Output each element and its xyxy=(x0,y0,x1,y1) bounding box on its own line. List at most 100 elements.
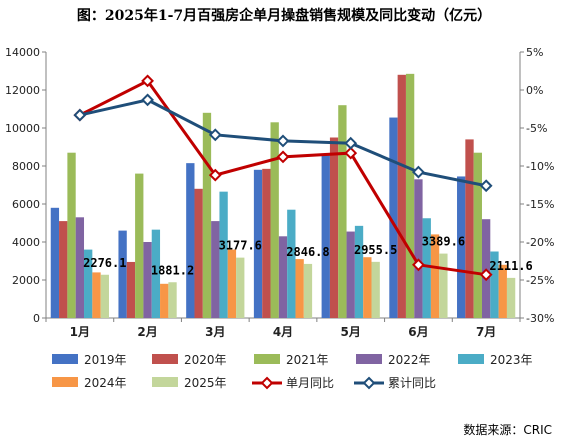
bar-2024年 xyxy=(363,257,372,318)
x-category-label: 5月 xyxy=(341,325,361,339)
data-label: 2111.6 xyxy=(489,259,532,273)
y2-tick-label: -15% xyxy=(526,198,554,211)
y2-tick-label: 5% xyxy=(526,46,543,59)
bar-2024年 xyxy=(92,272,101,318)
bar-2022年 xyxy=(414,179,423,318)
legend-swatch xyxy=(152,354,178,364)
y2-tick-label: 0% xyxy=(526,84,543,97)
legend-marker xyxy=(260,376,274,390)
data-label: 3177.6 xyxy=(219,239,262,253)
y2-tick-label: -5% xyxy=(526,122,547,135)
bar-2025年 xyxy=(371,261,380,318)
marker-累计同比 xyxy=(208,128,222,142)
bar-2020年 xyxy=(194,188,203,318)
bar-2021年 xyxy=(67,152,76,318)
marker-单月同比 xyxy=(479,268,493,282)
bar-2022年 xyxy=(278,236,288,318)
bar-2024年 xyxy=(295,259,304,318)
marker-单月同比 xyxy=(412,258,425,272)
bar-2023年 xyxy=(287,209,296,318)
bar-2019年 xyxy=(186,163,195,318)
bar-2021年 xyxy=(270,122,279,318)
bar-2022年 xyxy=(75,217,85,318)
bar-2021年 xyxy=(405,73,415,318)
y-tick-label: 6000 xyxy=(12,198,40,211)
bar-2024年 xyxy=(498,264,507,318)
bar-2024年 xyxy=(430,234,440,318)
y2-tick-label: -10% xyxy=(526,160,554,173)
bar-2023年 xyxy=(490,251,499,318)
legend-item-2023年: 2023年 xyxy=(458,353,533,367)
y-tick-label: 2000 xyxy=(12,274,40,287)
bar-2023年 xyxy=(422,218,431,318)
marker-累计同比 xyxy=(344,136,358,150)
y2-tick-label: -25% xyxy=(526,274,554,287)
y-tick-label: 8000 xyxy=(12,160,40,173)
bar-2020年 xyxy=(262,168,271,318)
legend-item-累计同比: 累计同比 xyxy=(354,376,436,390)
marker-单月同比 xyxy=(208,168,222,182)
y2-tick-label: -30% xyxy=(526,312,554,325)
legend-label: 2025年 xyxy=(184,376,227,390)
legend-label: 2021年 xyxy=(286,353,329,367)
bar-2022年 xyxy=(143,242,152,318)
source-note: 数据来源：CRIC xyxy=(463,422,552,437)
y-tick-label: 4000 xyxy=(12,236,40,249)
legend-label: 2020年 xyxy=(184,353,227,367)
legend-label: 累计同比 xyxy=(388,376,436,390)
x-category-label: 2月 xyxy=(137,325,157,339)
bar-2019年 xyxy=(253,169,263,318)
bar-2020年 xyxy=(397,74,406,318)
bar-2024年 xyxy=(160,283,169,318)
legend-swatch xyxy=(52,377,78,387)
bar-2025年 xyxy=(506,277,516,318)
x-category-label: 4月 xyxy=(273,325,293,339)
bar-2019年 xyxy=(50,207,60,318)
marker-单月同比 xyxy=(276,150,290,164)
bar-2025年 xyxy=(100,274,109,318)
marker-单月同比 xyxy=(141,74,154,88)
legend-swatch xyxy=(458,354,484,364)
x-category-label: 3月 xyxy=(205,325,225,339)
bar-2023年 xyxy=(151,229,161,318)
legend-swatch xyxy=(52,354,78,364)
y-tick-label: 0 xyxy=(33,312,40,325)
legend-item-2020年: 2020年 xyxy=(152,353,227,367)
data-label: 1881.2 xyxy=(151,263,194,277)
bar-2021年 xyxy=(338,105,347,318)
bar-2021年 xyxy=(135,173,144,318)
marker-累计同比 xyxy=(479,179,493,193)
legend-item-单月同比: 单月同比 xyxy=(252,376,334,390)
legend-item-2022年: 2022年 xyxy=(356,353,431,367)
bar-2019年 xyxy=(457,176,466,318)
data-label: 2846.8 xyxy=(286,245,329,259)
bar-2019年 xyxy=(118,230,127,318)
legend-swatch xyxy=(152,377,178,387)
legend-item-2024年: 2024年 xyxy=(52,376,127,390)
bar-2022年 xyxy=(346,231,355,318)
legend-label: 2024年 xyxy=(84,376,127,390)
legend-marker xyxy=(362,376,376,390)
legend-label: 2022年 xyxy=(388,353,431,367)
x-category-label: 1月 xyxy=(70,325,90,339)
y-tick-label: 14000 xyxy=(5,46,40,59)
bar-2020年 xyxy=(465,139,474,318)
bar-2019年 xyxy=(389,117,398,318)
legend-label: 2023年 xyxy=(490,353,533,367)
marker-累计同比 xyxy=(73,108,87,122)
bar-2020年 xyxy=(329,137,339,318)
bar-2021年 xyxy=(202,112,212,318)
y2-tick-label: -20% xyxy=(526,236,554,249)
legend-swatch xyxy=(254,354,280,364)
bar-2025年 xyxy=(439,253,448,318)
bar-2020年 xyxy=(59,221,68,318)
y-tick-label: 12000 xyxy=(5,84,40,97)
legend: 2019年 2020年 2021年 2022年 2023年 2024年 2025年 单月同比 累… xyxy=(52,353,533,390)
data-label: 3389.6 xyxy=(422,235,465,249)
y-tick-label: 10000 xyxy=(5,122,40,135)
bar-2024年 xyxy=(227,249,237,318)
bar-2023年 xyxy=(354,225,364,318)
bar-2023年 xyxy=(84,249,93,318)
legend-label: 单月同比 xyxy=(286,376,334,390)
